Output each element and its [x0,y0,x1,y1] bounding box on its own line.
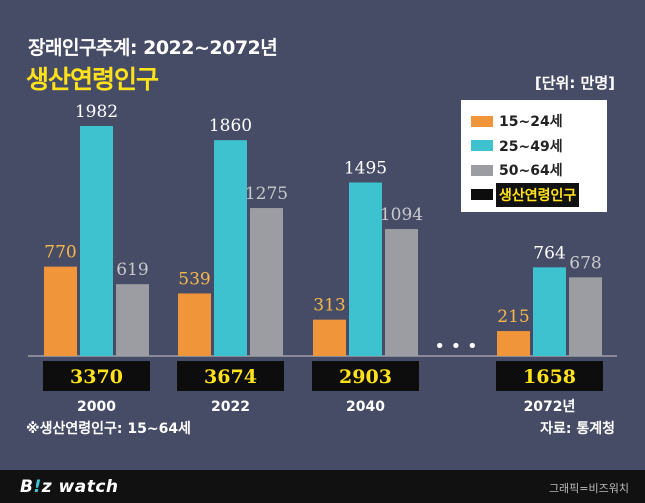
category-label-1: 2022 [211,399,250,415]
legend-swatch-15-24 [471,115,493,127]
data-label-older-2: 1094 [380,205,423,225]
legend-item-total: 생산연령인구 [471,182,607,208]
bar-core-2 [349,182,382,356]
gap-marker: • • • [434,336,477,357]
legend-label-50-64: 50~64세 [499,163,563,180]
bar-young-2 [313,319,346,356]
bar-older-3 [569,277,602,356]
legend-label-total: 생산연령인구 [496,182,580,207]
bar-chart: 770 1982 619 3370 2000 539 1860 1275 3674 2022 313… [28,102,617,415]
data-label-young-0: 770 [44,243,76,263]
total-label-0: 3370 [70,366,123,388]
total-box-2 [312,361,419,391]
chart-title: 생산연령인구 [26,65,159,94]
legend-item-50-64: 50~64세 [471,158,607,183]
bar-young-3 [497,331,530,356]
category-label-2: 2040 [346,399,385,415]
data-label-older-0: 619 [116,260,148,280]
legend-swatch-25-49 [471,140,493,152]
total-label-1: 3674 [204,366,257,388]
data-label-core-3: 764 [533,243,565,263]
data-label-young-2: 313 [313,296,345,316]
source-note: 자료: 통계청 [540,421,615,437]
legend-label-15-24: 15~24세 [499,114,563,131]
bar-young-1 [178,293,211,356]
legend-swatch-total [471,189,493,201]
logo-accent: ! [33,477,42,497]
bizwatch-logo: B!z watch [20,477,119,497]
data-label-young-1: 539 [178,269,210,289]
logo-suffix: z watch [41,477,119,497]
data-label-older-3: 678 [569,253,601,273]
bar-core-0 [80,126,113,356]
legend: 15~24세 25~49세 50~64세 생산연령인구 [461,100,607,212]
data-label-young-3: 215 [497,307,529,327]
data-label-core-0: 1982 [75,102,118,122]
legend-label-25-49: 25~49세 [499,138,563,155]
graphic-credit: 그래픽=비즈워치 [548,482,629,495]
total-label-2: 2903 [339,366,392,388]
total-box-0 [43,361,150,391]
chart-supertitle: 장래인구추계: 2022~2072년 [28,37,278,59]
bar-core-1 [214,140,247,356]
legend-swatch-50-64 [471,164,493,176]
bar-older-0 [116,284,149,356]
data-label-core-1: 1860 [209,116,252,136]
total-box-1 [177,361,284,391]
total-box-3 [496,361,603,391]
bar-core-3 [533,267,566,356]
bar-young-0 [44,266,77,356]
footnote: ※생산연령인구: 15~64세 [26,421,191,437]
unit-label: [단위: 만명] [534,74,615,92]
legend-item-15-24: 15~24세 [471,109,607,134]
logo-prefix: B [20,477,34,497]
legend-item-25-49: 25~49세 [471,134,607,159]
category-label-0: 2000 [77,399,116,415]
total-label-3: 1658 [523,366,576,388]
data-label-core-2: 1495 [344,159,387,179]
category-label-3: 2072년 [524,399,576,415]
bar-older-1 [250,208,283,356]
footer-bar: B!z watch 그래픽=비즈워치 [0,470,645,503]
bar-older-2 [385,229,418,356]
data-label-older-1: 1275 [245,184,288,204]
